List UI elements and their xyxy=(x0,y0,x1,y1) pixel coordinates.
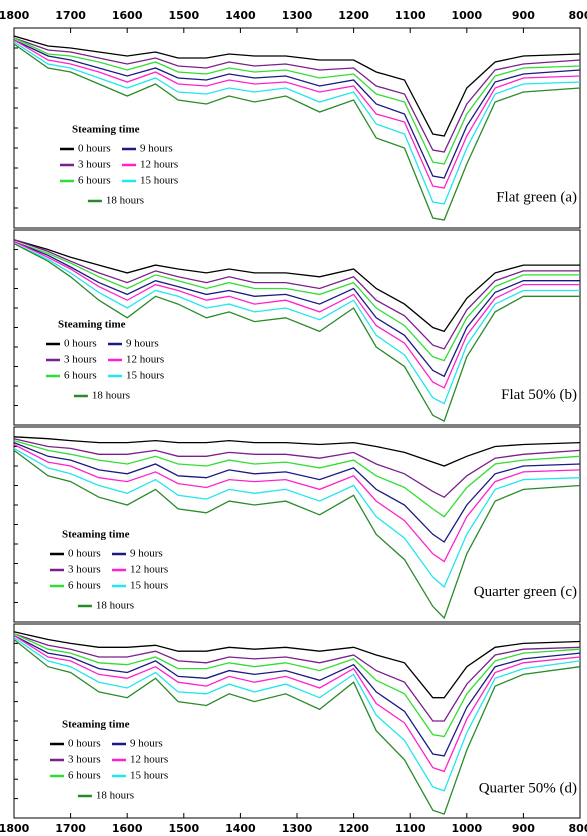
x-tick-label: 1100 xyxy=(395,9,426,22)
x-tick-label: 1300 xyxy=(282,822,313,835)
x-tick-label: 900 xyxy=(512,9,535,22)
spectrum-line xyxy=(13,638,581,815)
spectrum-line xyxy=(13,635,581,773)
spectrum-line xyxy=(13,439,581,518)
x-tick-label: 1300 xyxy=(282,9,313,22)
spectrum-line xyxy=(13,436,581,467)
legend-label: 6 hours xyxy=(68,580,101,592)
legend-label: 9 hours xyxy=(140,143,173,155)
x-tick-label: 1700 xyxy=(55,822,86,835)
legend-label: 15 hours xyxy=(140,175,178,187)
spectrum-line xyxy=(13,633,581,738)
spectrum-line xyxy=(13,37,581,153)
spectrum-line xyxy=(13,35,581,137)
x-tick-label: 1000 xyxy=(451,9,482,22)
spectrum-line xyxy=(13,41,581,205)
legend-label: 12 hours xyxy=(126,354,164,366)
legend-label: 9 hours xyxy=(126,338,159,350)
legend-label: 6 hours xyxy=(78,175,111,187)
spectrum-line xyxy=(13,637,581,792)
legend-label: 15 hours xyxy=(126,370,164,382)
spectrum-line xyxy=(13,39,581,189)
legend-label: 0 hours xyxy=(68,548,101,560)
x-tick-label: 1500 xyxy=(168,822,199,835)
x-tick-label: 800 xyxy=(569,9,587,22)
legend-label: 9 hours xyxy=(130,738,163,750)
legend-label: 12 hours xyxy=(130,754,168,766)
x-tick-label: 1800 xyxy=(0,9,30,22)
x-tick-label: 1200 xyxy=(338,822,369,835)
x-tick-label: 1000 xyxy=(451,822,482,835)
legend-label: 9 hours xyxy=(130,548,163,560)
spectrum-line xyxy=(13,243,580,423)
spectrum-line xyxy=(13,241,580,389)
spectrum-line xyxy=(13,241,580,362)
spectrum-line xyxy=(13,449,581,620)
legend-title: Steaming time xyxy=(62,529,130,541)
legend-label: 3 hours xyxy=(78,159,111,171)
legend-label: 3 hours xyxy=(68,564,101,576)
panel-label: Quarter green (c) xyxy=(474,584,577,600)
spectrum-line xyxy=(13,631,581,699)
spectrum-line xyxy=(13,239,580,333)
spectrum-line xyxy=(13,43,581,221)
legend-label: 6 hours xyxy=(64,370,97,382)
x-tick-label: 1600 xyxy=(112,9,143,22)
legend-label: 6 hours xyxy=(68,770,101,782)
legend-label: 12 hours xyxy=(140,159,178,171)
x-tick-label: 800 xyxy=(569,822,587,835)
panel-label: Flat 50% (b) xyxy=(501,387,577,403)
x-tick-label: 1400 xyxy=(225,822,256,835)
spectrum-line xyxy=(13,441,581,543)
spectrum-line xyxy=(13,447,581,588)
legend-label: 18 hours xyxy=(96,600,134,612)
legend-label: 3 hours xyxy=(68,754,101,766)
legend-label: 3 hours xyxy=(64,354,97,366)
x-tick-label: 1500 xyxy=(168,9,199,22)
legend-label: 18 hours xyxy=(106,195,144,207)
panel-label: Flat green (a) xyxy=(496,189,577,205)
spectrum-line xyxy=(13,241,580,378)
x-tick-label: 1200 xyxy=(338,9,369,22)
legend-label: 12 hours xyxy=(130,564,168,576)
legend-label: 15 hours xyxy=(130,580,168,592)
x-tick-label: 900 xyxy=(512,822,535,835)
x-tick-label: 1600 xyxy=(112,822,143,835)
spectrum-line xyxy=(13,633,581,722)
spectrum-line xyxy=(13,243,580,405)
x-tick-label: 1100 xyxy=(395,822,426,835)
spectrum-line xyxy=(13,438,581,498)
legend-label: 0 hours xyxy=(78,143,111,155)
panel-label: Quarter 50% (d) xyxy=(479,780,577,796)
legend-label: 0 hours xyxy=(68,738,101,750)
legend-label: 18 hours xyxy=(92,390,130,402)
spectrum-line xyxy=(13,37,581,165)
x-tick-label: 1400 xyxy=(225,9,256,22)
legend-title: Steaming time xyxy=(72,124,140,136)
x-tick-label: 1700 xyxy=(55,9,86,22)
legend-title: Steaming time xyxy=(62,719,130,731)
legend-label: 18 hours xyxy=(96,790,134,802)
legend-label: 15 hours xyxy=(130,770,168,782)
spectrum-line xyxy=(13,635,581,757)
spectrum-line xyxy=(13,239,580,350)
legend-title: Steaming time xyxy=(58,319,126,331)
legend-label: 0 hours xyxy=(64,338,97,350)
spectrum-line xyxy=(13,443,581,563)
spectrum-line xyxy=(13,39,581,179)
x-tick-label: 1800 xyxy=(0,822,30,835)
